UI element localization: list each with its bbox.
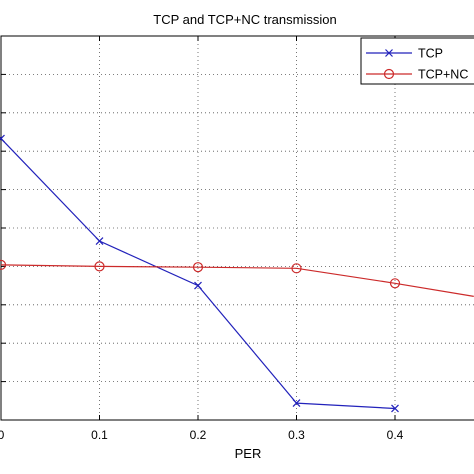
- x-tick-label: 0.4: [387, 428, 404, 442]
- legend-label: TCP+NC: [418, 68, 468, 82]
- series-tcp: [0, 134, 399, 413]
- marker-stroke: [391, 404, 399, 413]
- data-point-circle-marker: [192, 262, 204, 273]
- marker-stroke: [0, 134, 5, 141]
- legend-item: TCP+NC: [366, 68, 468, 82]
- legend-marker: [385, 49, 393, 57]
- marker-stroke: [95, 237, 104, 245]
- legend-items: TCP TCP+NC: [366, 47, 468, 82]
- data-point-circle-marker: [389, 278, 401, 289]
- data-point-x-marker: [194, 281, 202, 290]
- x-tick-label: 0.2: [190, 428, 207, 442]
- data-point-x-marker: [95, 237, 104, 245]
- marker-stroke: [194, 281, 202, 290]
- data-point-x-marker: [292, 399, 301, 408]
- legend-box: [360, 37, 474, 85]
- legend: TCP TCP+NC: [360, 37, 474, 85]
- grid: [1, 36, 474, 420]
- data-point-circle-marker: [0, 259, 7, 270]
- x-tick-label: 0.1: [91, 428, 108, 442]
- x-tick-label: 0: [0, 428, 5, 442]
- data-point-circle-marker: [291, 263, 302, 274]
- series-tcp-nc: [0, 259, 474, 297]
- legend-marker: [383, 68, 395, 80]
- x-axis-label: PER: [235, 446, 262, 461]
- series-line: [0, 264, 474, 297]
- series: [0, 134, 474, 413]
- marker-stroke: [292, 399, 301, 408]
- x-tick-label: 0.3: [288, 428, 305, 442]
- chart-title: TCP and TCP+NC transmission: [153, 12, 336, 27]
- ticks: 0 0.1 0.2 0.3 0.4: [0, 36, 404, 442]
- legend-item: TCP: [366, 47, 443, 61]
- data-point-x-marker: [0, 134, 5, 143]
- data-point-x-marker: [391, 404, 399, 413]
- legend-label: TCP: [418, 47, 443, 61]
- data-point-circle-marker: [94, 261, 105, 272]
